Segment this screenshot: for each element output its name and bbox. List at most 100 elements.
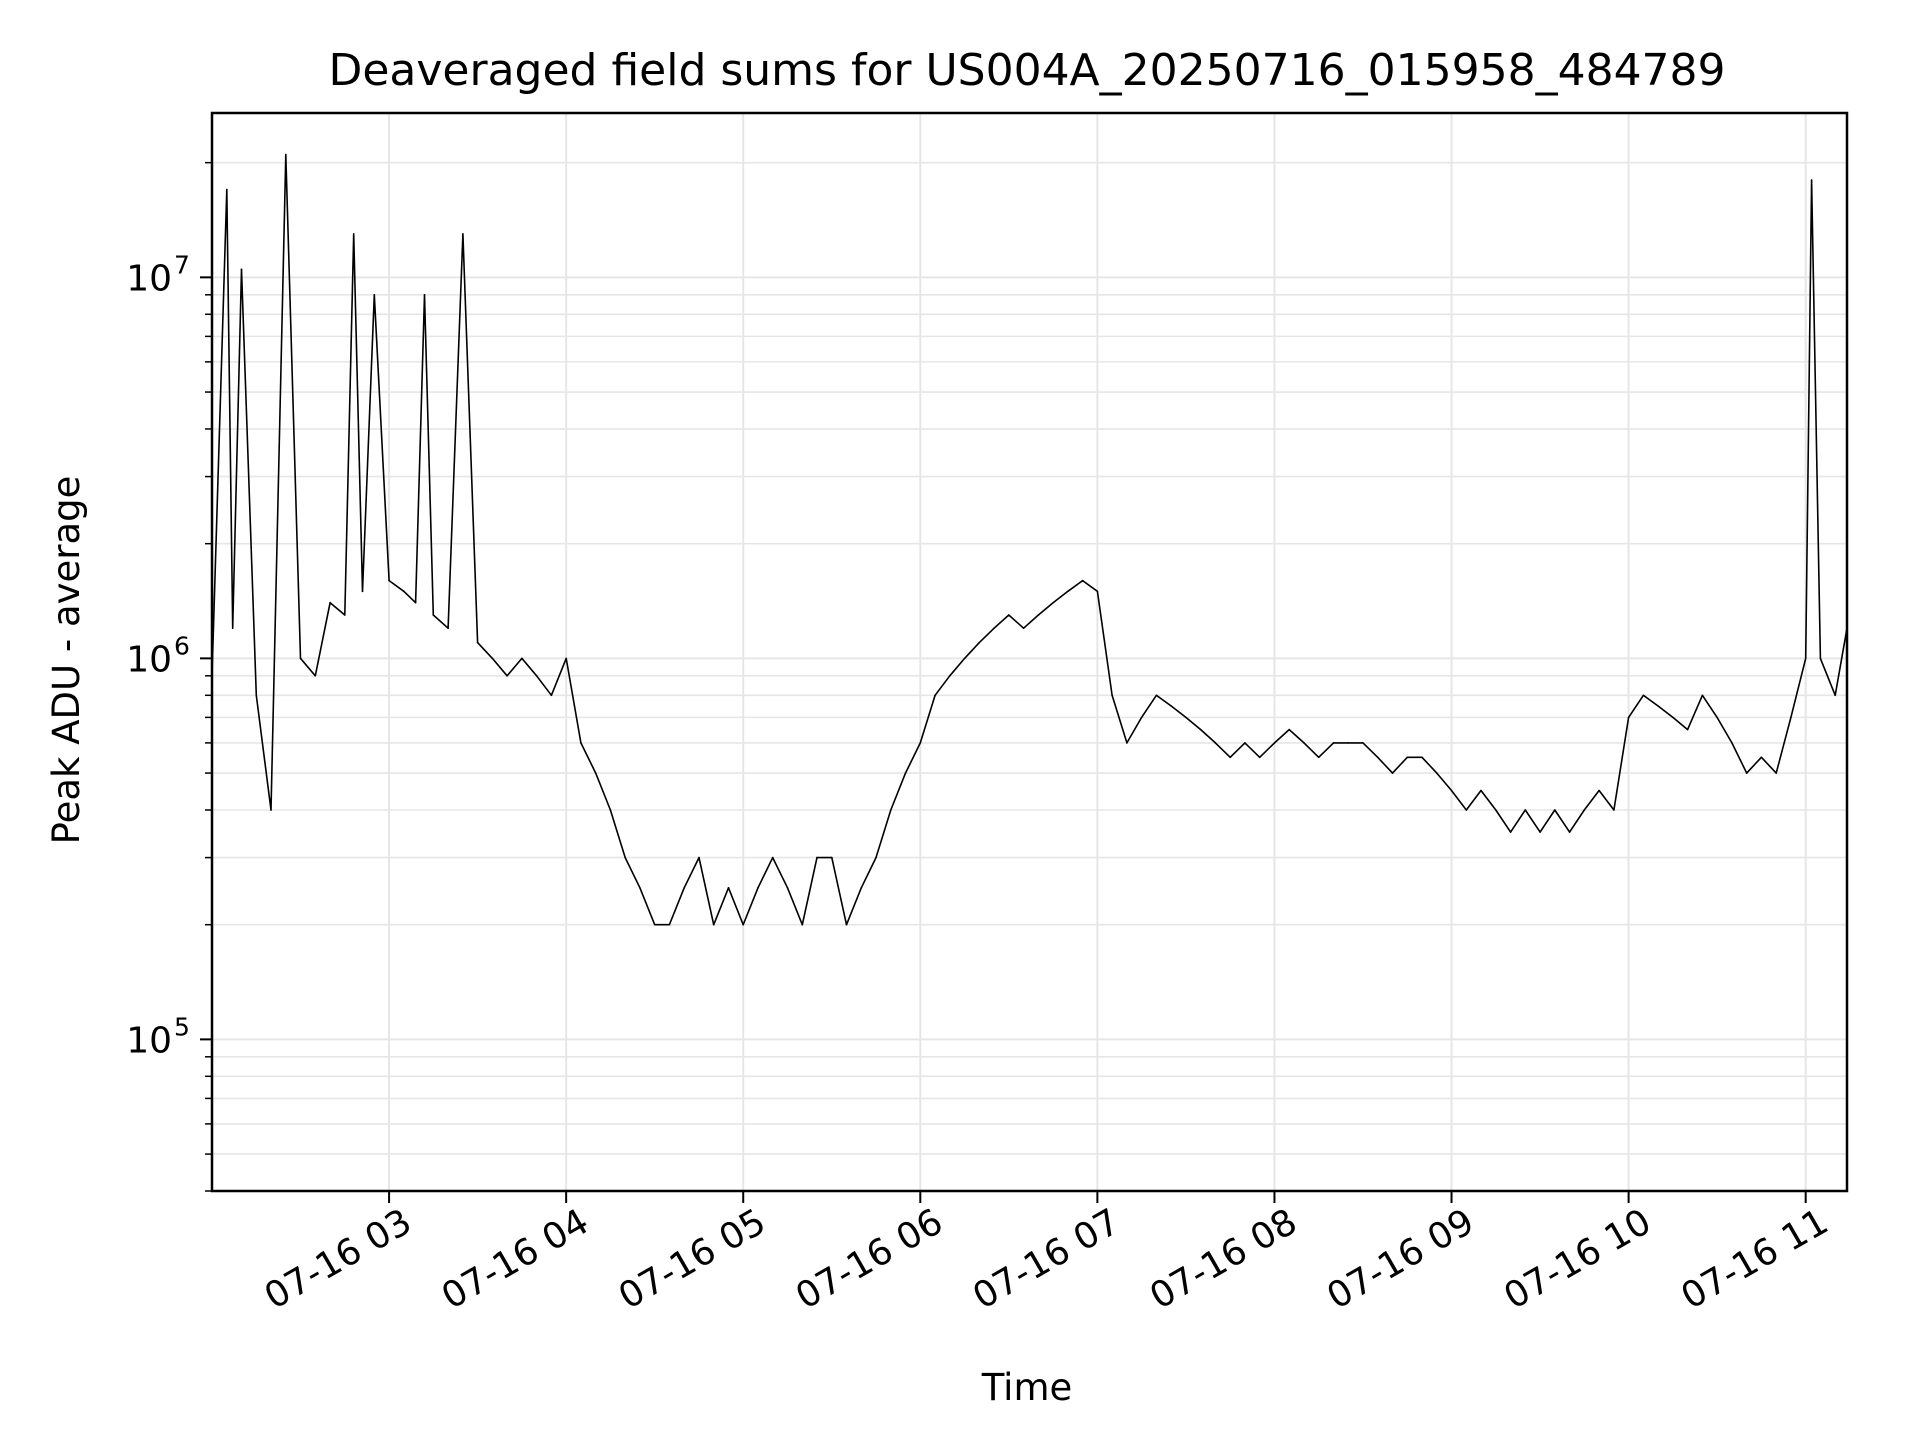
data-point [1775, 772, 1777, 774]
data-point [845, 923, 848, 926]
data-point [1008, 614, 1010, 616]
data-point [727, 887, 730, 889]
data-point [890, 809, 892, 811]
data-point [1362, 742, 1364, 744]
data-point [270, 809, 272, 811]
data-point [653, 923, 656, 926]
data-point [414, 601, 417, 604]
y-tick-label: 10 6 [126, 631, 190, 680]
data-point [609, 809, 612, 811]
data-point [1111, 694, 1113, 697]
data-point [1140, 716, 1143, 719]
data-point [1672, 716, 1674, 719]
data-point [1731, 742, 1733, 744]
data-point [1465, 809, 1468, 811]
data-point [1745, 772, 1748, 774]
plot-frame [210, 111, 1849, 1193]
data-point [771, 856, 774, 859]
data-point [668, 923, 671, 926]
data-point [1509, 831, 1512, 833]
data-point [1539, 831, 1541, 833]
data-point [639, 887, 641, 889]
data-point [949, 675, 951, 677]
data-point [521, 657, 523, 660]
data-point [786, 887, 789, 889]
data-point [1170, 705, 1172, 707]
data-point [491, 657, 494, 660]
data-point [1657, 705, 1659, 707]
data-point [1810, 179, 1813, 181]
data-point [1790, 716, 1792, 719]
data-point [1701, 694, 1704, 697]
data-point [742, 923, 744, 926]
data-point [1760, 756, 1763, 759]
data-point [423, 294, 426, 296]
data-point [1096, 590, 1099, 593]
data-point [314, 675, 317, 677]
data-point [1052, 601, 1054, 604]
y-tick-label-base: 10 [126, 258, 172, 299]
data-point [1583, 809, 1586, 811]
data-point [594, 772, 597, 774]
data-point [580, 742, 582, 744]
data-point [919, 742, 922, 744]
data-point [1391, 772, 1394, 774]
data-point [1716, 716, 1718, 719]
series-layer [211, 153, 1848, 926]
data-point [1450, 789, 1453, 792]
data-point [1613, 809, 1615, 811]
data-point [963, 657, 966, 660]
data-point [1155, 694, 1158, 697]
x-axis-label: Time [981, 1366, 1073, 1409]
data-point [447, 627, 449, 629]
data-point [476, 641, 479, 644]
data-point [535, 675, 538, 677]
data-point [757, 887, 759, 889]
data-point [1804, 657, 1807, 660]
data-point [1037, 614, 1040, 616]
data-point [1273, 742, 1276, 744]
data-point [698, 856, 700, 859]
data-point [344, 614, 346, 616]
data-point [934, 694, 936, 697]
data-point [1834, 694, 1836, 697]
data-point [712, 923, 715, 926]
data-point [361, 590, 364, 593]
y-tick-label-exponent: 6 [174, 631, 190, 660]
data-point [329, 601, 331, 604]
data-point [1258, 756, 1261, 759]
data-point [1495, 809, 1497, 811]
data-point [1347, 742, 1349, 744]
data-point [1642, 694, 1645, 697]
data-point [1627, 716, 1630, 719]
data-point [1598, 789, 1600, 792]
data-point [1436, 772, 1438, 774]
data-point [1303, 742, 1305, 744]
data-point [1067, 590, 1069, 593]
y-tick-label: 10 5 [126, 1012, 190, 1061]
chart-title: Deaveraged field sums for US004A_2025071… [328, 45, 1725, 96]
data-point [1126, 742, 1128, 744]
data-point [226, 188, 228, 191]
y-tick-label-base: 10 [126, 639, 172, 680]
data-point [860, 887, 863, 889]
data-point [1229, 756, 1231, 759]
data-point [373, 294, 376, 296]
data-point [388, 579, 390, 582]
data-point [978, 641, 981, 644]
data-point [904, 772, 907, 774]
data-point [550, 694, 553, 697]
data-point [352, 233, 355, 235]
data-point [1317, 756, 1320, 759]
y-tick-label-exponent: 7 [174, 250, 190, 279]
data-point [1244, 742, 1246, 744]
data-point [1199, 728, 1202, 731]
data-point [875, 856, 877, 859]
data-point [506, 675, 508, 677]
data-point [1819, 657, 1822, 660]
data-point [1185, 716, 1187, 719]
y-tick-label: 10 7 [126, 250, 190, 299]
data-point [831, 856, 833, 859]
data-point [1480, 789, 1482, 792]
